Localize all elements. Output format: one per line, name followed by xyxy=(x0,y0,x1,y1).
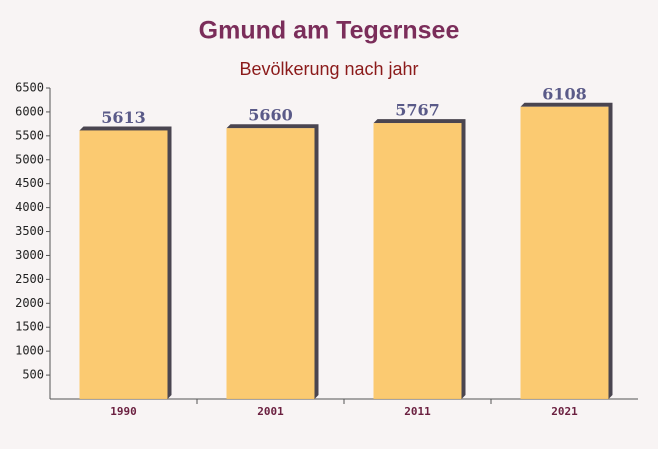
x-tick-label: 2021 xyxy=(551,405,578,418)
y-tick-label: 1500 xyxy=(15,320,44,334)
chart-subtitle: Bevölkerung nach jahr xyxy=(239,59,418,79)
value-label: 5767 xyxy=(395,101,440,120)
value-label: 5660 xyxy=(248,106,293,125)
x-tick-label: 1990 xyxy=(110,405,137,418)
y-tick-label: 4000 xyxy=(15,200,44,214)
y-tick-label: 6500 xyxy=(15,81,44,95)
chart-title: Gmund am Tegernsee xyxy=(199,17,460,45)
value-label: 6108 xyxy=(542,84,587,103)
x-tick-label: 2011 xyxy=(404,405,431,418)
y-tick-label: 2000 xyxy=(15,296,44,310)
y-tick-label: 2500 xyxy=(15,272,44,286)
bar xyxy=(520,106,609,400)
y-tick-label: 6000 xyxy=(15,104,44,118)
x-tick-label: 2001 xyxy=(257,405,284,418)
bar xyxy=(373,123,462,399)
y-tick-label: 500 xyxy=(22,368,44,382)
y-tick-label: 4500 xyxy=(15,176,44,190)
y-tick-label: 5500 xyxy=(15,128,44,142)
value-label: 5613 xyxy=(101,108,146,127)
y-tick-label: 1000 xyxy=(15,344,44,358)
y-tick-label: 3500 xyxy=(15,224,44,238)
y-tick-label: 5000 xyxy=(15,152,44,166)
bar xyxy=(79,130,168,399)
y-tick-label: 3000 xyxy=(15,248,44,262)
bar xyxy=(226,128,315,399)
